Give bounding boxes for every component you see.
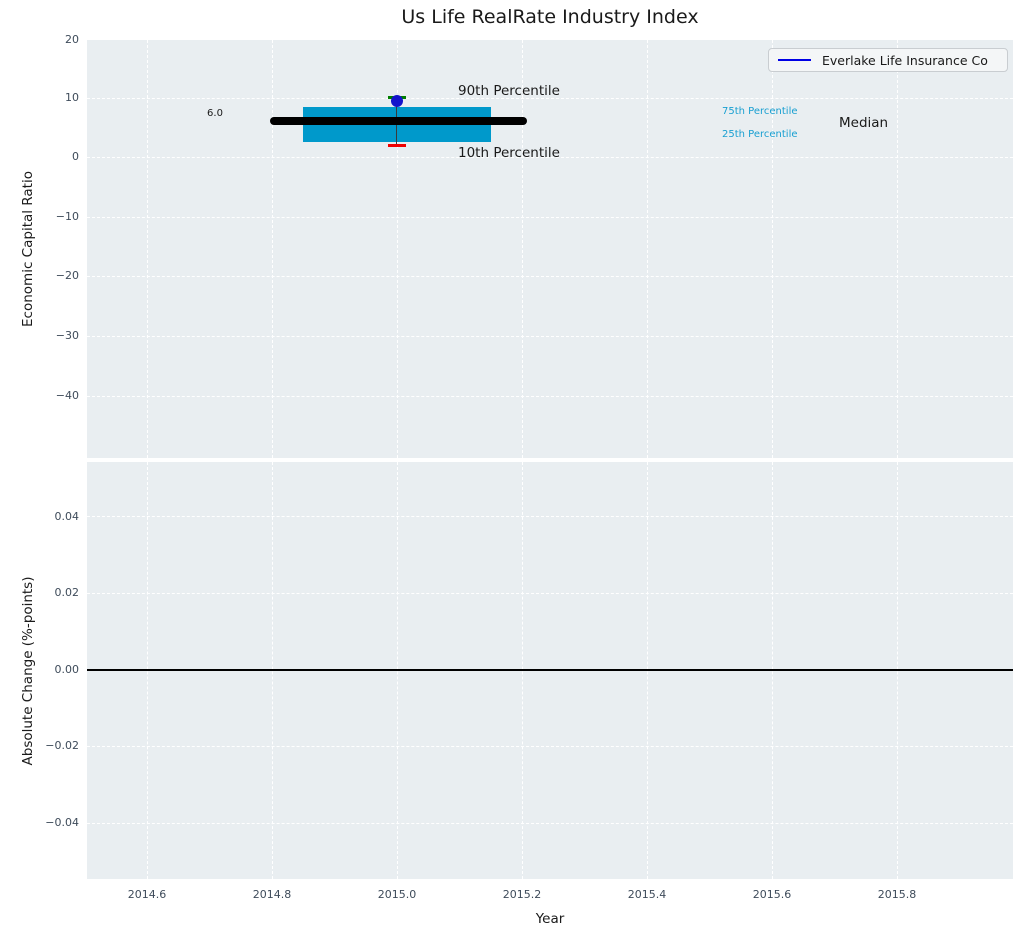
p10-annotation: 10th Percentile — [458, 145, 560, 161]
xtick: 2015.2 — [502, 888, 542, 901]
xtick: 2014.6 — [127, 888, 167, 901]
gridline — [87, 157, 1013, 158]
gridline — [772, 40, 773, 458]
median-value-label: 6.0 — [207, 108, 223, 119]
top-axes: 6.0 90th Percentile 10th Percentile 75th… — [87, 40, 1013, 458]
gridline — [87, 516, 1013, 517]
median-line — [270, 117, 527, 125]
ytick: −40 — [55, 389, 79, 402]
bottom-axes — [87, 462, 1013, 879]
gridline — [87, 276, 1013, 277]
p75-annotation: 75th Percentile — [722, 106, 798, 117]
ytick: −20 — [55, 269, 79, 282]
gridline — [87, 746, 1013, 747]
ytick: 0.00 — [54, 663, 80, 676]
company-data-point — [391, 95, 403, 107]
ytick: 20 — [65, 33, 79, 46]
median-annotation: Median — [839, 115, 889, 131]
gridline — [522, 40, 523, 458]
legend-line-sample — [778, 59, 811, 61]
gridline — [87, 593, 1013, 594]
xtick: 2015.6 — [752, 888, 792, 901]
gridline — [147, 40, 148, 458]
top-y-axis-label: Economic Capital Ratio — [20, 171, 36, 327]
gridline — [272, 40, 273, 458]
gridline — [87, 98, 1013, 99]
p90-annotation: 90th Percentile — [458, 83, 560, 99]
ytick: 10 — [65, 91, 79, 104]
xtick: 2015.4 — [627, 888, 667, 901]
xtick: 2015.8 — [877, 888, 917, 901]
chart-title: Us Life RealRate Industry Index — [401, 6, 699, 28]
ytick: −10 — [55, 210, 79, 223]
p10-cap — [388, 144, 406, 147]
ytick: −0.02 — [45, 739, 79, 752]
legend-label: Everlake Life Insurance Co — [822, 52, 988, 68]
xtick: 2015.0 — [377, 888, 417, 901]
ytick: −0.04 — [45, 816, 79, 829]
gridline — [87, 396, 1013, 397]
legend: Everlake Life Insurance Co — [768, 48, 1008, 72]
gridline — [87, 217, 1013, 218]
gridline — [87, 336, 1013, 337]
ytick: 0.02 — [54, 586, 80, 599]
gridline — [397, 40, 398, 458]
gridline — [87, 823, 1013, 824]
zero-change-line — [87, 669, 1013, 671]
x-axis-label: Year — [535, 911, 565, 927]
ytick: 0 — [72, 150, 79, 163]
gridline — [897, 40, 898, 458]
p25-annotation: 25th Percentile — [722, 129, 798, 140]
ytick: −30 — [55, 329, 79, 342]
xtick: 2014.8 — [252, 888, 292, 901]
gridline — [647, 40, 648, 458]
bottom-y-axis-label: Absolute Change (%-points) — [20, 576, 36, 766]
ytick: 0.04 — [54, 510, 80, 523]
